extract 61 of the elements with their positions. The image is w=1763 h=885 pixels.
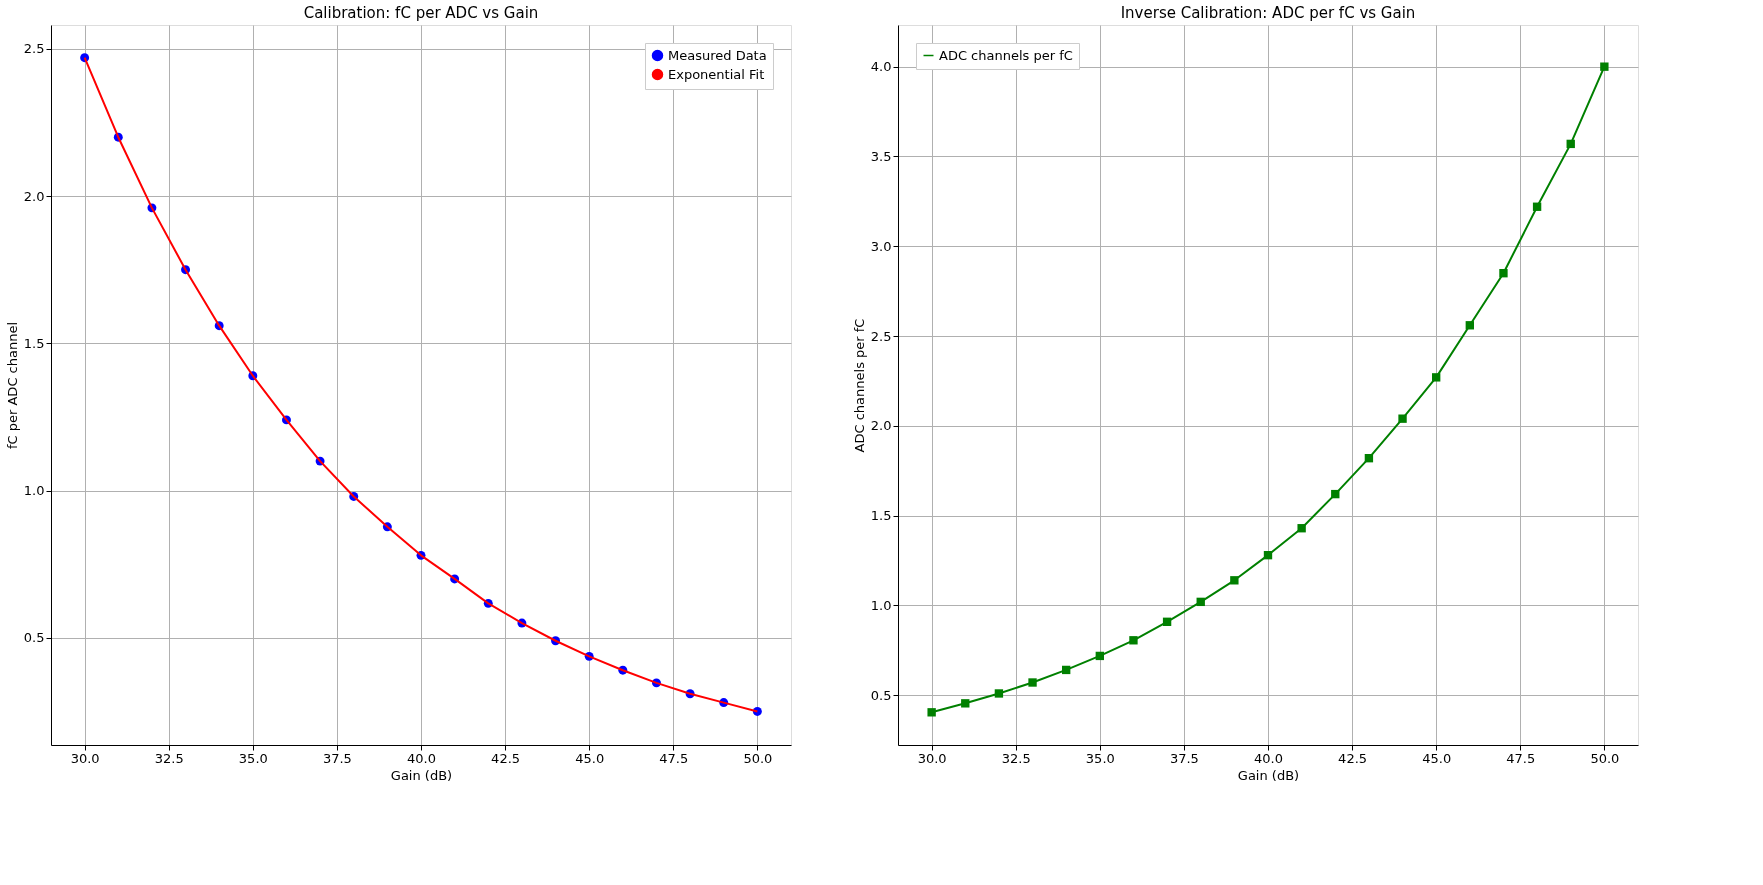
x-tick-label: 37.5 [1169,750,1199,766]
point [961,699,970,708]
point [1062,665,1071,675]
y-tick-label: 4.0 [870,59,892,75]
y-tick-label: 3.5 [870,148,892,164]
point [1196,597,1205,607]
x-tick-label: 47.5 [1506,750,1536,766]
x-tick-label: 40.0 [407,750,436,766]
x-tick-label: 30.0 [70,750,100,766]
x-tick-label: 37.5 [322,750,352,766]
y-tick-label: 1.5 [23,335,45,351]
x-tick-label: 42.5 [491,750,521,766]
x-tick-label: 50.0 [1590,750,1620,766]
chart-title: Calibration: fC per ADC vs Gain [303,4,539,22]
x-tick-label: 35.0 [238,750,268,766]
point [1297,524,1306,533]
point [1230,576,1239,585]
y-tick-label: 1.5 [870,508,892,524]
x-tick-label: 42.5 [1338,750,1368,766]
point [994,689,1004,698]
x-axis-title: Gain (dB) [390,767,453,783]
x-tick-label: 50.0 [743,750,773,766]
y-tick-label: 1.0 [23,483,45,499]
y-axis-title: ADC channels per fC [851,318,867,453]
y-tick-label: 1.0 [870,597,892,613]
x-tick-label: 47.5 [659,750,689,766]
point [1129,636,1138,645]
legend-label: Measured Data [668,47,767,63]
point [1600,62,1609,71]
x-tick-label: 40.0 [1254,750,1283,766]
x-tick-label: 35.0 [1085,750,1115,766]
point [1095,651,1104,661]
legend-label: Exponential Fit [668,66,765,82]
y-tick-label: 2.0 [870,418,892,434]
point [1331,489,1340,499]
x-tick-label: 32.5 [1001,750,1031,766]
y-tick-label: 2.5 [870,328,892,344]
legend-label: ADC channels per fC [939,47,1073,63]
y-tick-label: 2.5 [23,41,45,57]
point [1499,269,1508,278]
y-tick-label: 2.0 [23,188,45,204]
point [1263,550,1273,560]
y-tick-label: 0.5 [23,630,45,646]
x-tick-label: 45.0 [1422,750,1452,766]
point [1028,678,1037,687]
point [1532,202,1542,211]
point [1465,321,1474,330]
x-tick-label: 32.5 [154,750,184,766]
point [1364,454,1374,463]
y-tick-label: 0.5 [870,687,892,703]
point [1566,139,1575,149]
point [1398,414,1407,423]
point [1162,617,1172,626]
y-axis-title: fC per ADC channel [4,321,20,450]
x-tick-label: 30.0 [917,750,947,766]
x-axis-title: Gain (dB) [1237,767,1300,783]
point [927,708,936,717]
y-tick-label: 3.0 [870,238,892,254]
point [1432,373,1441,382]
chart-title: Inverse Calibration: ADC per fC vs Gain [1120,4,1416,22]
x-tick-label: 45.0 [575,750,605,766]
